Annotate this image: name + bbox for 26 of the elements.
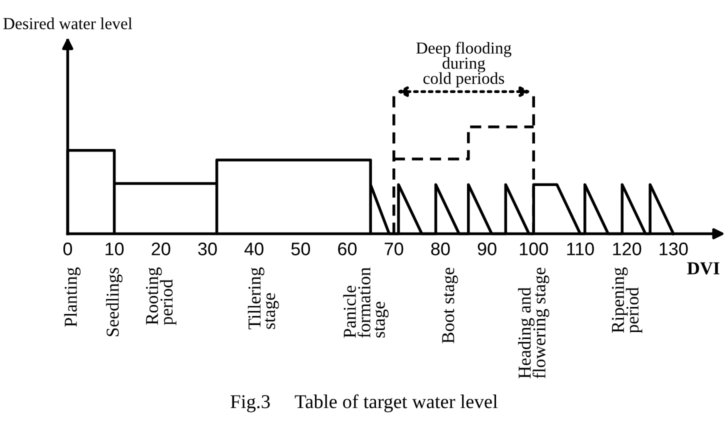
- x-tick-label: 70: [384, 242, 404, 256]
- x-tick-label: 100: [520, 242, 548, 256]
- text: Ripening period: [612, 267, 642, 333]
- x-tick-label: 90: [478, 242, 496, 256]
- x-tick-label: 30: [198, 242, 217, 256]
- text: Tillering stage: [248, 267, 279, 330]
- x-tick-label: 110: [567, 242, 594, 256]
- text: Seedlings: [106, 268, 123, 336]
- text: Boot stage: [442, 268, 458, 344]
- x-tick-label: 80: [431, 242, 450, 256]
- text: Heading and flowering stage: [518, 268, 550, 378]
- x-tick-label: 20: [152, 242, 170, 256]
- x-tick-label: 10: [106, 242, 124, 256]
- text: Desired water level: [3, 18, 132, 30]
- x-tick-label: 120: [613, 242, 642, 256]
- caption: Fig.3 Table of target water level: [230, 394, 498, 412]
- x-tick-label: 0: [63, 242, 72, 256]
- text: Planting: [64, 267, 81, 327]
- x-axis-title: DVI: [687, 262, 720, 274]
- x-tick-label: 40: [244, 242, 264, 256]
- x-tick-label: 130: [660, 242, 688, 256]
- x-tick-label: 60: [338, 242, 357, 256]
- x-tick-label: 50: [291, 242, 310, 256]
- text: Deep flooding during cold periods: [416, 42, 512, 88]
- text: Panicle formation stage: [343, 267, 389, 338]
- text: Rooting period: [146, 267, 176, 325]
